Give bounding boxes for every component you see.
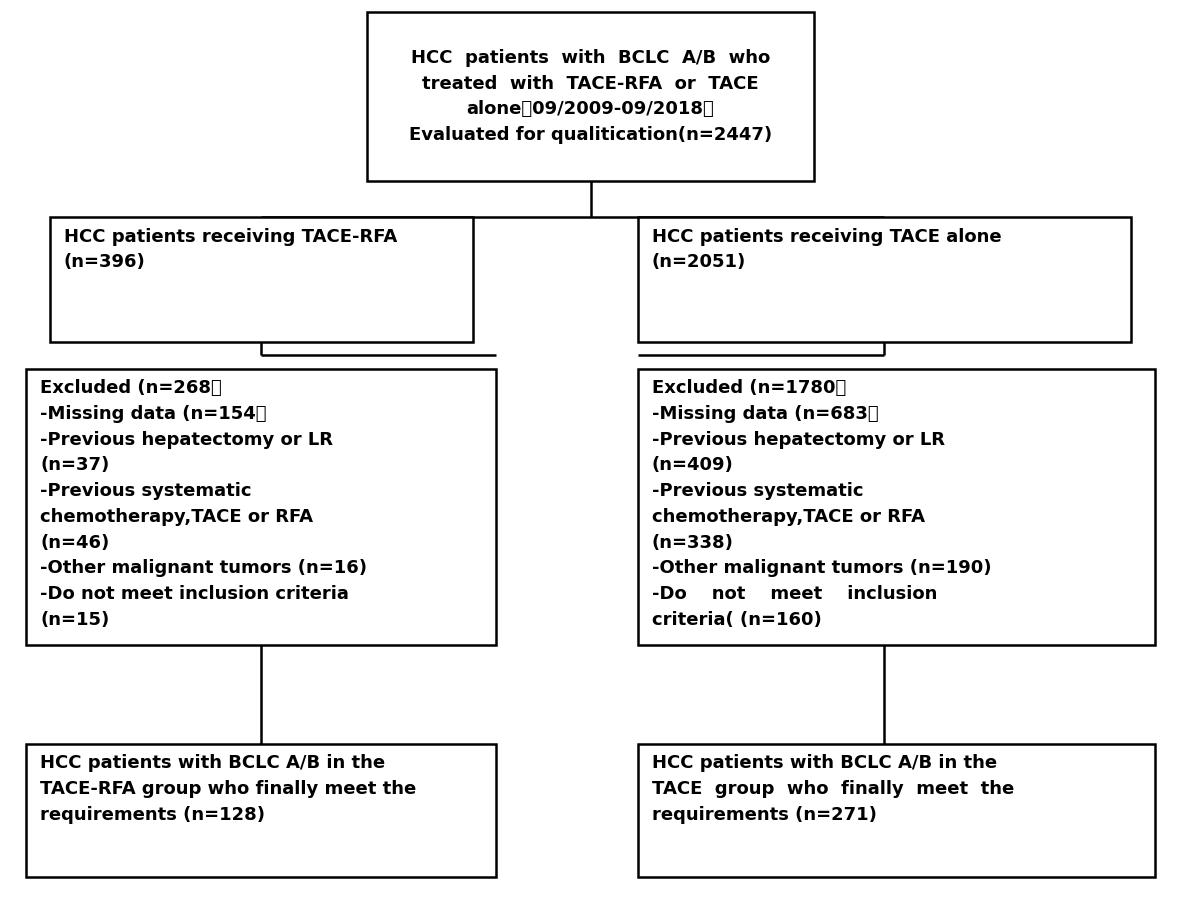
- Text: HCC patients receiving TACE-RFA
(n=396): HCC patients receiving TACE-RFA (n=396): [64, 228, 397, 271]
- Text: HCC patients receiving TACE alone
(n=2051): HCC patients receiving TACE alone (n=205…: [652, 228, 1001, 271]
- Bar: [638, 744, 1155, 877]
- Text: HCC  patients  with  BCLC  A/B  who
treated  with  TACE-RFA  or  TACE
alone（09/2: HCC patients with BCLC A/B who treated w…: [409, 48, 772, 144]
- Bar: [638, 369, 1155, 646]
- Bar: [26, 369, 496, 646]
- Text: Excluded (n=1780）
-Missing data (n=683）
-Previous hepatectomy or LR
(n=409)
-Pre: Excluded (n=1780） -Missing data (n=683） …: [652, 379, 991, 629]
- Bar: [638, 217, 1131, 342]
- Bar: [50, 217, 472, 342]
- Bar: [367, 12, 814, 181]
- Text: Excluded (n=268）
-Missing data (n=154）
-Previous hepatectomy or LR
(n=37)
-Previ: Excluded (n=268） -Missing data (n=154） -…: [40, 379, 367, 629]
- Bar: [26, 744, 496, 877]
- Text: HCC patients with BCLC A/B in the
TACE  group  who  finally  meet  the
requireme: HCC patients with BCLC A/B in the TACE g…: [652, 754, 1013, 823]
- Text: HCC patients with BCLC A/B in the
TACE-RFA group who finally meet the
requiremen: HCC patients with BCLC A/B in the TACE-R…: [40, 754, 417, 823]
